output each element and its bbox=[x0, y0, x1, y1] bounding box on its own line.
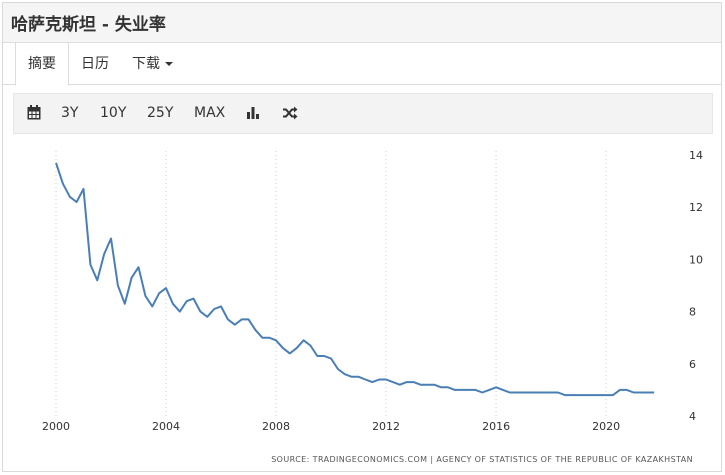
tab-download-label: 下载 bbox=[132, 56, 160, 72]
series-line bbox=[55, 162, 655, 397]
unemployment-line-chart: 2000 2004 2008 2012 2016 2020 4 6 8 10 12 14 bbox=[42, 149, 703, 433]
tab-calendar-label: 日历 bbox=[81, 56, 109, 72]
title-bar: 哈萨克斯坦 - 失业率 bbox=[3, 3, 721, 43]
tab-download[interactable]: 下载 bbox=[132, 43, 173, 85]
y-tick-label: 6 bbox=[689, 358, 696, 371]
calendar-icon[interactable] bbox=[27, 105, 41, 120]
bar-chart-icon[interactable] bbox=[246, 106, 260, 120]
y-tick-label: 10 bbox=[689, 253, 703, 266]
x-tick-label: 2008 bbox=[262, 420, 290, 433]
page-title: 哈萨克斯坦 - 失业率 bbox=[11, 15, 166, 35]
tab-summary[interactable]: 摘要 bbox=[15, 43, 69, 86]
x-tick-label: 2004 bbox=[152, 420, 180, 433]
tab-bar: 摘要 日历 下载 bbox=[3, 43, 721, 86]
range-25y-button[interactable]: 25Y bbox=[147, 105, 174, 121]
shuffle-icon[interactable] bbox=[282, 106, 298, 120]
chevron-down-icon bbox=[165, 62, 173, 66]
y-tick-label: 12 bbox=[689, 201, 703, 214]
x-tick-label: 2012 bbox=[372, 420, 400, 433]
range-3y-button[interactable]: 3Y bbox=[61, 105, 79, 121]
tab-calendar[interactable]: 日历 bbox=[81, 43, 109, 85]
x-tick-label: 2000 bbox=[42, 420, 70, 433]
y-tick-label: 8 bbox=[689, 306, 696, 319]
y-tick-label: 4 bbox=[689, 410, 696, 423]
y-tick-label: 14 bbox=[689, 149, 703, 162]
tab-summary-label: 摘要 bbox=[28, 56, 56, 72]
x-tick-label: 2020 bbox=[592, 420, 620, 433]
chart-toolbar: 3Y 10Y 25Y MAX bbox=[13, 93, 713, 134]
range-10y-button[interactable]: 10Y bbox=[100, 105, 127, 121]
range-max-button[interactable]: MAX bbox=[194, 105, 226, 121]
source-note: SOURCE: TRADINGECONOMICS.COM | AGENCY OF… bbox=[271, 455, 693, 464]
x-tick-label: 2016 bbox=[482, 420, 510, 433]
